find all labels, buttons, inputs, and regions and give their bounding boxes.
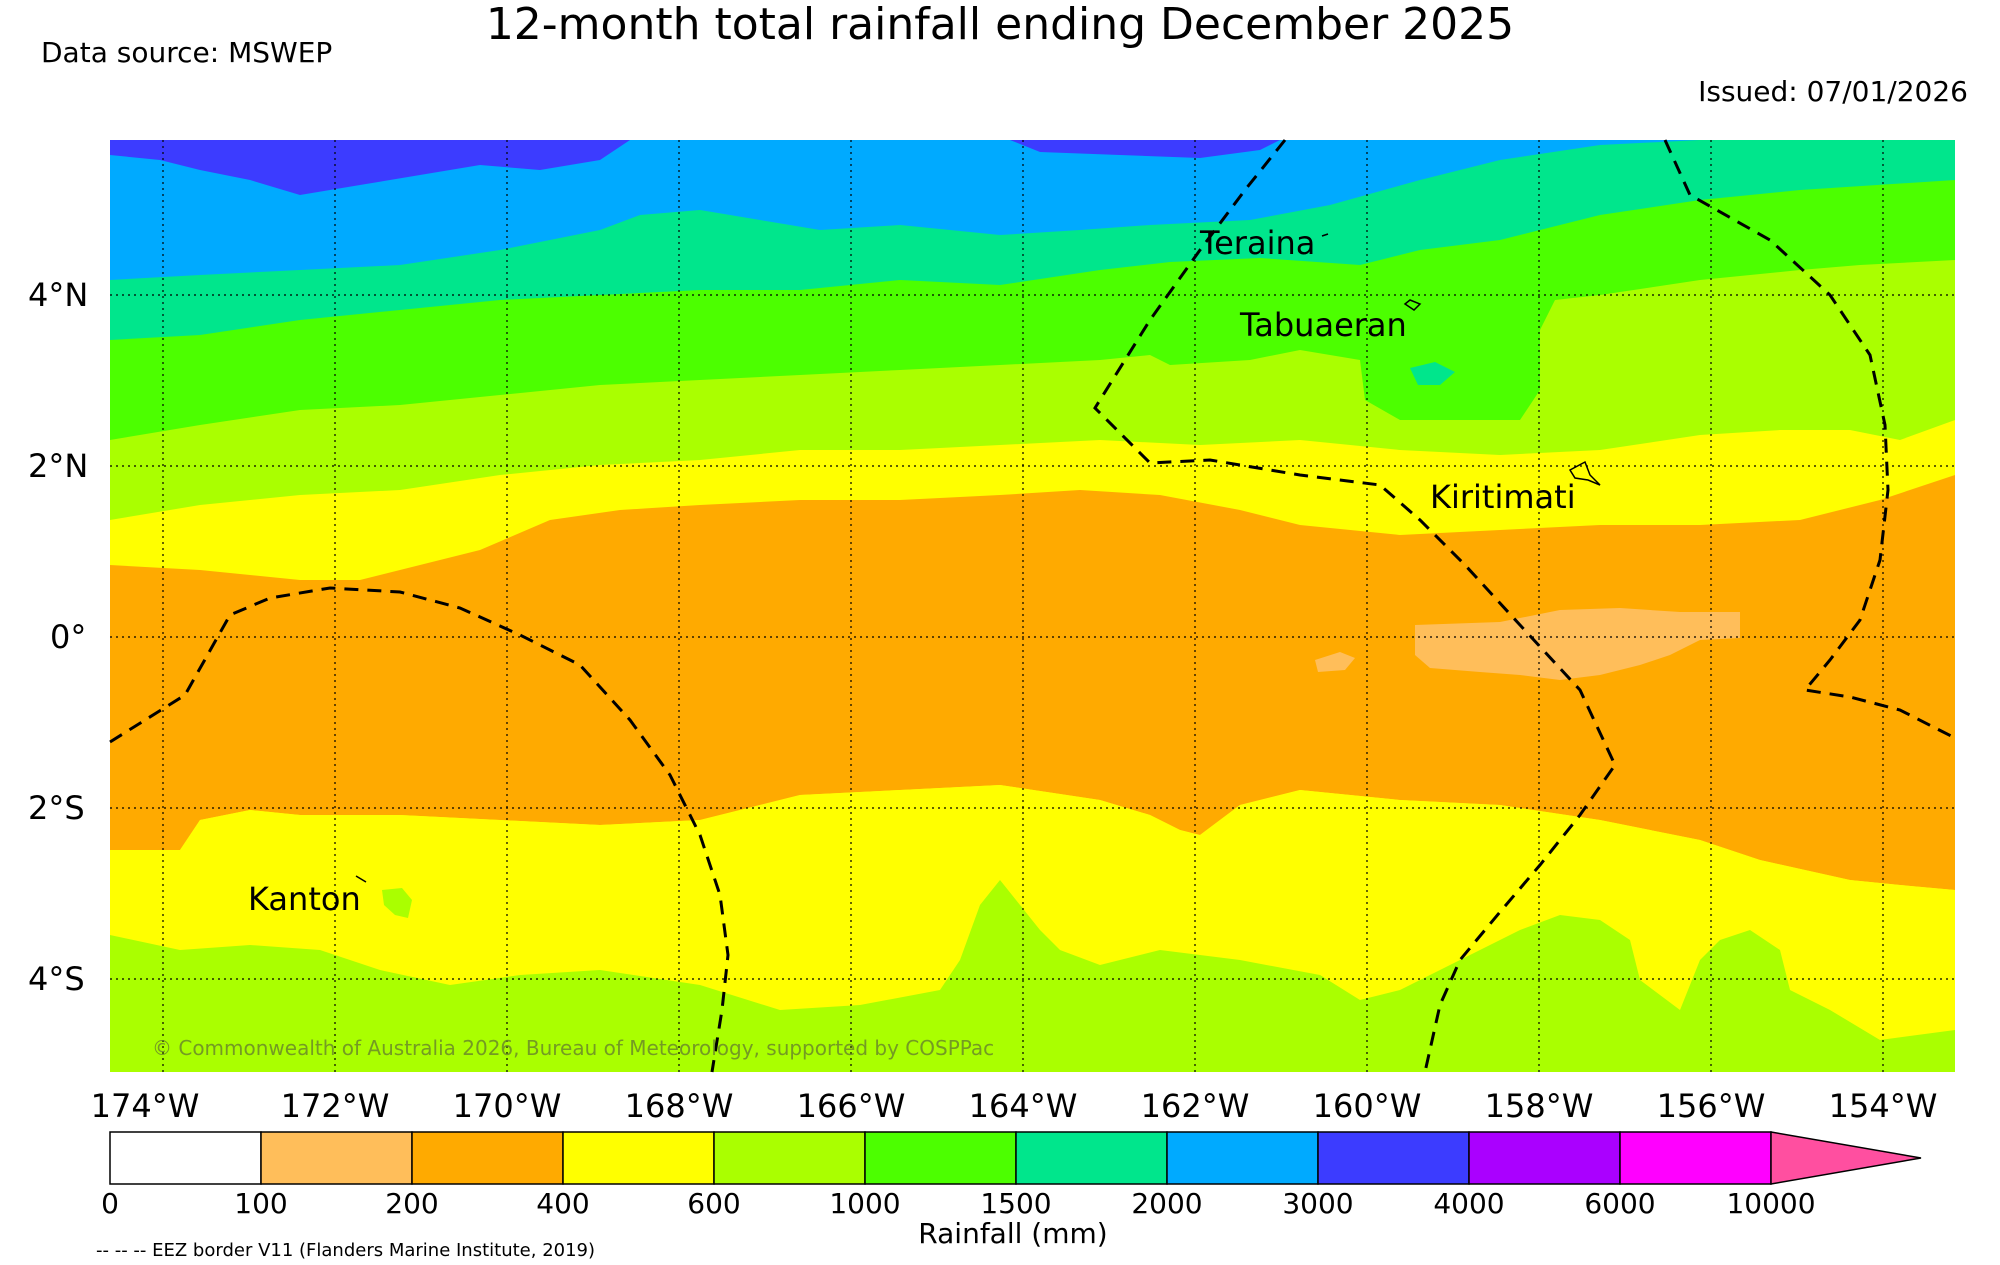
lon-label-166w: 166°W [796, 1087, 906, 1125]
issued-date: Issued: 07/01/2026 [1698, 75, 1968, 108]
lat-label-2s: 2°S [28, 789, 85, 827]
band-1000-south [110, 880, 1955, 1072]
island-outlines [355, 233, 1601, 883]
lon-label-154w: 154°W [1828, 1087, 1938, 1125]
lon-label-156w: 156°W [1656, 1087, 1766, 1125]
eez-borders [109, 139, 1956, 1073]
data-source-label: Data source: MSWEP [41, 36, 333, 69]
colorbar-swatch [1619, 1131, 1772, 1185]
colorbar-tick-label: 1000 [829, 1187, 901, 1220]
lon-label-174w: 174°W [90, 1087, 200, 1125]
colorbar-swatch [411, 1131, 564, 1185]
band-400 [110, 475, 1955, 890]
colorbar-tick-label: 100 [234, 1187, 288, 1220]
band-4000-b [1010, 140, 1280, 158]
colorbar-tick-label: 400 [536, 1187, 590, 1220]
colorbar-swatch [1468, 1131, 1621, 1185]
colorbar-swatch [713, 1131, 866, 1185]
place-label-kiritimati: Kiritimati [1430, 478, 1576, 516]
colorbar-swatch [1015, 1131, 1168, 1185]
lon-label-164w: 164°W [968, 1087, 1078, 1125]
lon-label-160w: 160°W [1312, 1087, 1422, 1125]
colorbar-tick-label: 6000 [1584, 1187, 1656, 1220]
colorbar-title: Rainfall (mm) [918, 1217, 1108, 1250]
colorbar-tick-label: 2000 [1131, 1187, 1203, 1220]
colorbar-swatch [1166, 1131, 1319, 1185]
colorbar-tick-label: 4000 [1433, 1187, 1505, 1220]
colorbar-swatch [864, 1131, 1017, 1185]
lat-label-4n: 4°N [28, 276, 89, 314]
map-title: 12-month total rainfall ending December … [485, 0, 1515, 50]
lat-label-2n: 2°N [28, 447, 89, 485]
place-label-teraina: Teraina [1200, 224, 1316, 262]
colorbar-tick-label: 0 [101, 1187, 119, 1220]
colorbar-tick-label: 600 [687, 1187, 741, 1220]
lon-label-158w: 158°W [1484, 1087, 1594, 1125]
colorbar-swatch [109, 1131, 262, 1185]
copyright-notice: © Commonwealth of Australia 2026, Bureau… [152, 1036, 995, 1060]
colorbar-swatch [260, 1131, 413, 1185]
band-1000-kanton [382, 888, 412, 918]
place-label-kanton: Kanton [248, 880, 361, 918]
colorbar-swatch [562, 1131, 715, 1185]
band-200-b [1315, 652, 1355, 672]
band-1500-lagoon [1410, 362, 1455, 385]
lat-label-4s: 4°S [28, 960, 85, 998]
place-label-tabuaeran: Tabuaeran [1240, 306, 1407, 344]
lon-label-168w: 168°W [624, 1087, 734, 1125]
lon-label-170w: 170°W [452, 1087, 562, 1125]
colorbar-tick-label: 10000 [1726, 1187, 1816, 1220]
eez-legend-note: -- -- -- EEZ border V11 (Flanders Marine… [96, 1240, 596, 1261]
colorbar-tick-label: 1500 [980, 1187, 1052, 1220]
colorbar [109, 1131, 1922, 1185]
band-4000 [110, 140, 630, 195]
lat-label-equator: 0° [50, 618, 87, 656]
rainfall-bands [110, 140, 1955, 1072]
colorbar-tick-label: 200 [385, 1187, 439, 1220]
colorbar-swatch [1317, 1131, 1470, 1185]
colorbar-extension-triangle [1770, 1131, 1922, 1185]
colorbar-tick-label: 3000 [1282, 1187, 1354, 1220]
lon-label-172w: 172°W [280, 1087, 390, 1125]
band-200 [1415, 608, 1740, 680]
graticule [110, 140, 1955, 1072]
lon-label-162w: 162°W [1140, 1087, 1250, 1125]
